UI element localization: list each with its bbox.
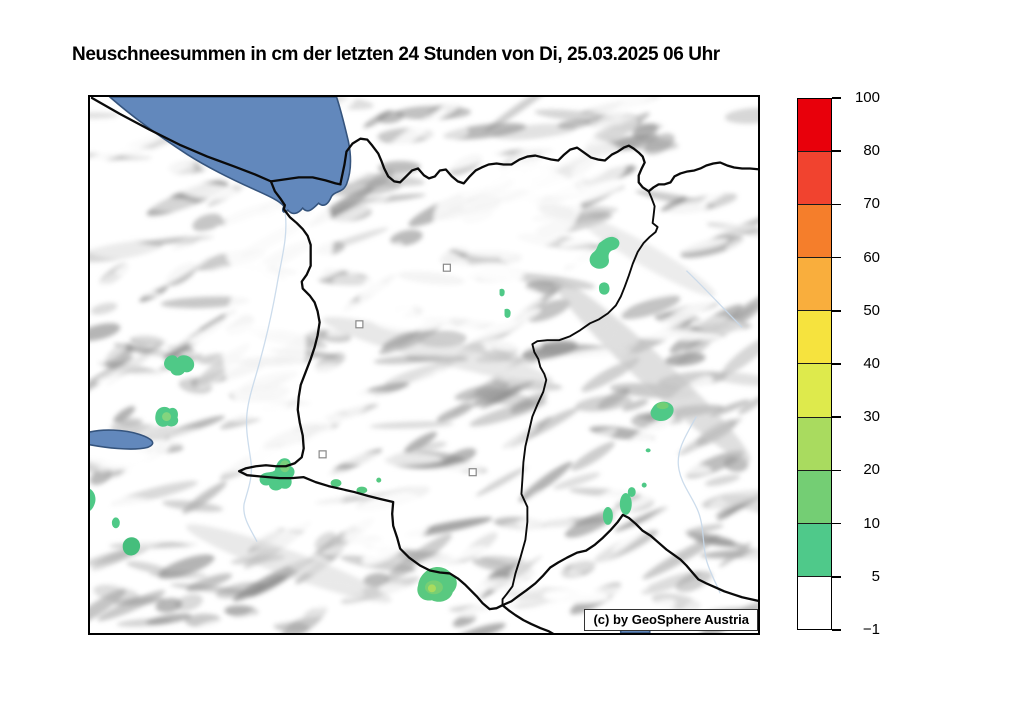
legend-tick-label: 20 (863, 461, 880, 479)
borders-layer (90, 97, 758, 633)
legend-tick-axis: 100 80 70 60 50 40 30 20 10 5 −1 (832, 89, 912, 638)
legend-tick-mark (832, 256, 841, 259)
legend-tick-label: −1 (862, 621, 880, 638)
state-border-line (501, 190, 659, 607)
snowfall-map (90, 97, 758, 633)
legend-tick-mark (832, 203, 841, 206)
snowfall-patch (90, 488, 96, 511)
legend-tick-label: 100 (854, 89, 880, 106)
snowfall-patch (427, 584, 436, 593)
station-markers-layer (318, 263, 477, 477)
legend-color-segment (798, 204, 831, 258)
map-canvas: (c) by GeoSphere Austria (88, 95, 760, 635)
legend-tick-label: 40 (863, 355, 880, 372)
legend-tick-mark (832, 416, 841, 418)
legend-color-segment (798, 469, 831, 523)
station-marker (468, 468, 477, 477)
legend-tick-label: 50 (863, 301, 880, 319)
legend-tick-label: 80 (863, 142, 880, 160)
legend-tick-mark (832, 522, 841, 525)
river-line (677, 416, 721, 594)
legend-tick-label: 5 (871, 567, 880, 585)
lake-bodensee (108, 97, 352, 215)
legend-color-segment (798, 99, 831, 152)
legend-color-segment (798, 151, 831, 205)
legend-tick-label: 60 (863, 248, 880, 266)
snowfall-patch (598, 282, 610, 295)
country-border-line (237, 180, 504, 611)
snowfall-patch (376, 477, 382, 483)
station-marker (355, 320, 364, 329)
legend-color-segment (798, 575, 831, 629)
country-border-line (501, 604, 555, 633)
legend-tick-mark (832, 310, 841, 312)
legend-color-segment (798, 522, 831, 576)
snowfall-patch (162, 412, 172, 422)
color-legend: 100 80 70 60 50 40 30 20 10 5 −1 (797, 89, 917, 638)
legend-color-segment (798, 363, 831, 417)
snowfall-patch (164, 355, 195, 376)
snowfall-patch (499, 288, 505, 297)
station-marker (442, 263, 451, 272)
legend-color-bar (797, 98, 832, 630)
snowfall-patch (619, 493, 632, 515)
legend-color-segment (798, 310, 831, 364)
snowfall-patch (656, 402, 669, 410)
snowfall-patch (645, 448, 651, 453)
lake-walensee (90, 429, 154, 450)
snowfall-patch (504, 308, 511, 318)
legend-color-segment (798, 257, 831, 311)
snowfall-patch (356, 486, 368, 494)
country-border-line (339, 137, 650, 193)
snowfall-patch (589, 236, 620, 269)
legend-tick-mark (832, 469, 841, 472)
rivers-layer (243, 210, 743, 594)
river-line (243, 210, 287, 542)
page-title: Neuschneesummen in cm der letzten 24 Stu… (72, 44, 720, 65)
country-border-line (90, 97, 273, 183)
copyright-label: (c) by GeoSphere Austria (584, 609, 758, 631)
legend-tick-mark (832, 576, 841, 578)
legend-tick-label: 10 (863, 514, 880, 532)
snowfall-patch (122, 537, 141, 556)
legend-tick-mark (832, 629, 841, 631)
country-border-line (269, 176, 342, 186)
country-border-line (501, 513, 758, 607)
legend-tick-mark (832, 363, 841, 365)
legend-tick-label: 30 (863, 408, 880, 426)
country-border-line (647, 161, 758, 193)
snowfall-patch (330, 479, 342, 488)
station-marker (318, 450, 327, 459)
legend-tick-mark (832, 150, 841, 152)
legend-tick-label: 70 (863, 195, 880, 213)
snowfall-patch (627, 487, 636, 498)
snowfall-patch (641, 482, 647, 488)
river-line (685, 270, 743, 328)
snowfall-patch (602, 506, 613, 525)
snowfall-patch (111, 517, 120, 529)
legend-tick-mark (832, 97, 841, 99)
legend-color-segment (798, 416, 831, 470)
